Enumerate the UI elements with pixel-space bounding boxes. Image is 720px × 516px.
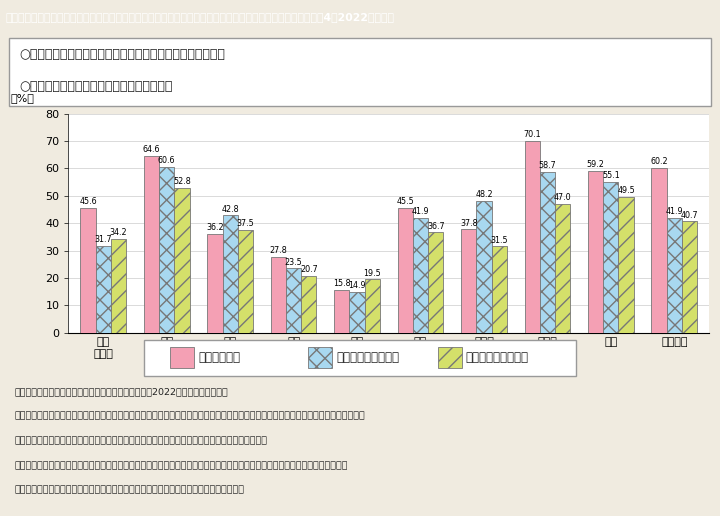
Bar bbox=[461, 229, 477, 333]
Text: 42.8: 42.8 bbox=[221, 205, 239, 214]
Text: ○女子学生の割合が高い分野は薬学・看護学等と人文科学。: ○女子学生の割合が高い分野は薬学・看護学等と人文科学。 bbox=[19, 48, 225, 61]
Text: 27.8: 27.8 bbox=[269, 246, 287, 255]
Bar bbox=[438, 347, 462, 368]
Text: 64.6: 64.6 bbox=[143, 145, 161, 154]
Bar bbox=[603, 182, 618, 333]
Text: 14.9: 14.9 bbox=[348, 281, 366, 291]
Bar bbox=[174, 188, 189, 333]
Bar bbox=[397, 208, 413, 333]
Bar bbox=[349, 292, 365, 333]
Bar bbox=[492, 247, 507, 333]
Bar bbox=[334, 289, 349, 333]
Bar bbox=[238, 230, 253, 333]
Text: 55.1: 55.1 bbox=[602, 171, 620, 180]
Text: 58.7: 58.7 bbox=[539, 162, 557, 170]
Bar bbox=[588, 170, 603, 333]
Text: 37.5: 37.5 bbox=[237, 219, 254, 229]
Text: 大学院（修士課程）: 大学院（修士課程） bbox=[336, 351, 399, 364]
Bar bbox=[170, 347, 194, 368]
Text: ３．大学（学部）の「薬学・看護学等」の数値は、「薬学」、「看護学」及び「その他」の合計。大学院（修士課程、博: ３．大学（学部）の「薬学・看護学等」の数値は、「薬学」、「看護学」及び「その他」… bbox=[14, 461, 348, 470]
Bar bbox=[365, 279, 380, 333]
Text: 23.5: 23.5 bbox=[284, 258, 302, 267]
Text: 31.7: 31.7 bbox=[94, 235, 112, 244]
Text: 41.9: 41.9 bbox=[665, 207, 683, 216]
Text: 52.8: 52.8 bbox=[173, 178, 191, 186]
Text: 37.8: 37.8 bbox=[460, 219, 477, 228]
Text: 士課程）は、商船の学生がいないため、「家政」、「芸術」及び「その他」の合計。: 士課程）は、商船の学生がいないため、「家政」、「芸術」及び「その他」の合計。 bbox=[14, 437, 267, 445]
Text: ２．その他等は、大学（学部）及び大学院（修士課程）は、「商船」、「家政」、「芸術」及び「その他」の合計。大学院（博: ２．その他等は、大学（学部）及び大学院（修士課程）は、「商船」、「家政」、「芸術… bbox=[14, 412, 365, 421]
Text: 45.6: 45.6 bbox=[79, 197, 97, 206]
Text: 49.5: 49.5 bbox=[617, 186, 635, 196]
FancyBboxPatch shape bbox=[144, 340, 576, 376]
Text: 70.1: 70.1 bbox=[523, 130, 541, 139]
Bar bbox=[301, 276, 317, 333]
Text: ４－１図　大学（学部）及び大学院（修士課程、博士課程）学生に占める女子学生の割合（専攻分野別、令和4（2022）年度）: ４－１図 大学（学部）及び大学院（修士課程、博士課程）学生に占める女子学生の割合… bbox=[6, 12, 395, 22]
Text: 45.5: 45.5 bbox=[397, 198, 414, 206]
Text: 41.9: 41.9 bbox=[412, 207, 429, 216]
Text: 20.7: 20.7 bbox=[300, 265, 318, 275]
Text: 36.7: 36.7 bbox=[427, 221, 444, 231]
Text: ○女子学生の割合が低い分野は工学と理学。: ○女子学生の割合が低い分野は工学と理学。 bbox=[19, 79, 173, 92]
Bar bbox=[159, 167, 174, 333]
Bar bbox=[413, 218, 428, 333]
Bar bbox=[286, 268, 301, 333]
Text: 59.2: 59.2 bbox=[587, 160, 605, 169]
Text: 40.7: 40.7 bbox=[680, 211, 698, 220]
Text: 36.2: 36.2 bbox=[206, 223, 224, 232]
Bar bbox=[111, 239, 126, 333]
Bar bbox=[222, 216, 238, 333]
Text: 60.6: 60.6 bbox=[158, 156, 176, 165]
Bar bbox=[96, 246, 111, 333]
Bar bbox=[144, 156, 159, 333]
Bar bbox=[271, 256, 286, 333]
Bar bbox=[428, 232, 444, 333]
Bar bbox=[652, 168, 667, 333]
Text: 15.8: 15.8 bbox=[333, 279, 351, 288]
Text: 60.2: 60.2 bbox=[650, 157, 668, 166]
Text: 士課程）の「薬学・看護学等」の数値は、「薬学」及び「その他」の合計。: 士課程）の「薬学・看護学等」の数値は、「薬学」及び「その他」の合計。 bbox=[14, 486, 244, 495]
Bar bbox=[207, 234, 222, 333]
Text: （%）: （%） bbox=[11, 92, 35, 103]
Bar bbox=[525, 141, 540, 333]
Text: 大学（学部）: 大学（学部） bbox=[198, 351, 240, 364]
Text: （備考）１．文部科学省「学校基本統計」（令和４（2022）年度）より作成。: （備考）１．文部科学省「学校基本統計」（令和４（2022）年度）より作成。 bbox=[14, 387, 228, 396]
Text: 34.2: 34.2 bbox=[109, 229, 127, 237]
Text: 47.0: 47.0 bbox=[554, 194, 572, 202]
Text: 48.2: 48.2 bbox=[475, 190, 492, 199]
Text: 19.5: 19.5 bbox=[364, 269, 381, 278]
Bar bbox=[555, 204, 570, 333]
Bar bbox=[477, 201, 492, 333]
FancyBboxPatch shape bbox=[9, 38, 711, 106]
Bar bbox=[682, 221, 697, 333]
Bar bbox=[667, 218, 682, 333]
Bar bbox=[540, 172, 555, 333]
Bar bbox=[308, 347, 332, 368]
Text: 大学院（博士課程）: 大学院（博士課程） bbox=[466, 351, 528, 364]
Bar bbox=[81, 208, 96, 333]
Text: 31.5: 31.5 bbox=[490, 236, 508, 245]
Bar bbox=[618, 197, 634, 333]
